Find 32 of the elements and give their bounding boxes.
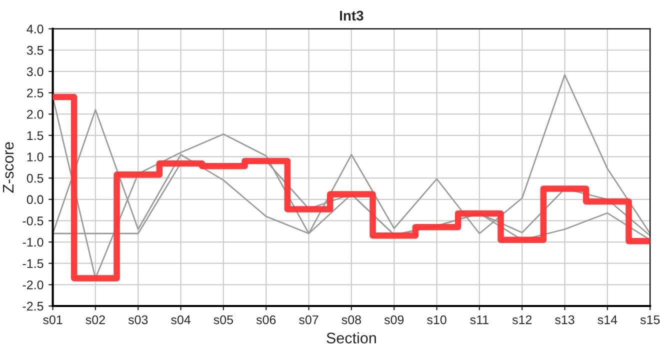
- x-tick-label: s09: [384, 315, 404, 324]
- x-tick-label: s13: [555, 315, 574, 324]
- y-tick-label: 3.5: [26, 46, 44, 55]
- y-tick-label: 1.5: [27, 131, 44, 140]
- x-tick-label: s12: [512, 315, 532, 324]
- y-axis-title: Z-score: [3, 142, 14, 193]
- x-tick-label: s15: [640, 315, 660, 324]
- y-tick-label: 4.0: [26, 24, 44, 34]
- x-tick-label: s01: [43, 315, 62, 324]
- y-tick-label: 2.5: [27, 88, 44, 98]
- y-tick-label: 0.0: [26, 195, 44, 204]
- x-tick-label: s06: [256, 315, 276, 324]
- y-tick-label: -2.5: [22, 302, 44, 311]
- x-tick-label: s07: [299, 315, 318, 324]
- x-tick-label: s10: [427, 315, 446, 324]
- y-tick-label: 2.0: [27, 110, 44, 119]
- y-tick-label: -2.0: [22, 280, 44, 290]
- y-tick-label: 1.0: [27, 152, 44, 162]
- x-axis-title: Section: [326, 332, 376, 344]
- y-tick-label: -0.5: [22, 216, 44, 226]
- y-tick-label: -1.5: [22, 259, 44, 268]
- x-tick-label: s11: [470, 315, 488, 324]
- x-tick-label: s03: [128, 315, 148, 324]
- x-tick-label: s04: [171, 315, 191, 324]
- y-tick-label: 3.0: [26, 67, 44, 76]
- x-tick-label: s05: [214, 315, 234, 324]
- x-tick-label: s14: [598, 315, 618, 324]
- x-tick-label: s08: [342, 315, 361, 324]
- y-tick-label: -1.0: [22, 238, 44, 247]
- x-tick-label: s02: [86, 315, 105, 324]
- chart-title: Int3: [340, 10, 364, 21]
- y-tick-label: 0.5: [26, 174, 44, 183]
